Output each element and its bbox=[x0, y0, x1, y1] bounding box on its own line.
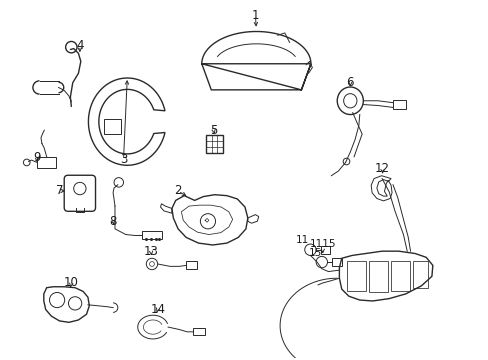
Text: 2: 2 bbox=[174, 184, 182, 197]
Text: 13: 13 bbox=[143, 245, 158, 258]
Bar bbox=[412, 261, 427, 288]
Text: 1115: 1115 bbox=[309, 239, 335, 249]
Bar bbox=[368, 261, 387, 292]
Bar bbox=[193, 328, 204, 335]
Text: 12: 12 bbox=[374, 162, 389, 175]
Text: 14: 14 bbox=[150, 303, 165, 316]
Bar bbox=[392, 100, 406, 109]
Bar bbox=[390, 261, 409, 292]
Bar bbox=[205, 135, 223, 153]
Text: 3: 3 bbox=[120, 153, 127, 166]
Text: 4: 4 bbox=[76, 39, 83, 52]
Text: 7: 7 bbox=[56, 184, 63, 197]
Bar bbox=[347, 261, 366, 291]
Text: 10: 10 bbox=[64, 276, 79, 289]
Text: 8: 8 bbox=[109, 215, 117, 228]
Text: 15: 15 bbox=[308, 248, 321, 258]
Text: 1: 1 bbox=[251, 9, 259, 22]
Bar bbox=[331, 258, 341, 266]
Bar bbox=[103, 119, 121, 134]
Bar bbox=[37, 157, 56, 168]
Bar bbox=[142, 231, 162, 239]
Text: 11: 11 bbox=[296, 235, 309, 245]
Bar bbox=[320, 246, 330, 253]
Text: 9: 9 bbox=[33, 151, 41, 164]
Text: 5: 5 bbox=[209, 124, 217, 137]
Bar bbox=[186, 261, 196, 269]
Text: 6: 6 bbox=[346, 76, 353, 89]
